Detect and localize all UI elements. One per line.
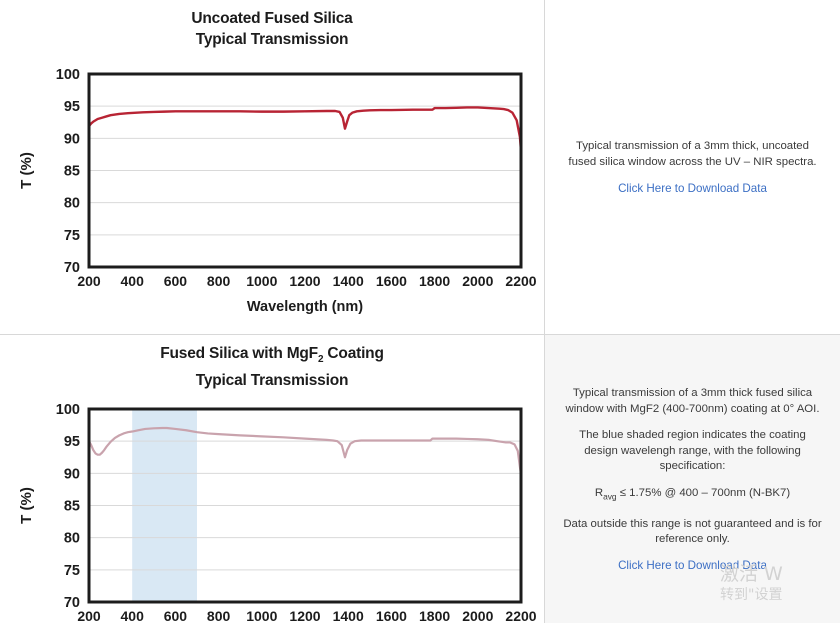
x-tick-label: 2000 — [462, 273, 493, 289]
x-tick-label: 1400 — [333, 273, 364, 289]
y-tick-label: 90 — [64, 466, 80, 482]
coated-title-line1: Fused Silica with MgF2 Coating — [0, 343, 544, 370]
y-axis-title: T (%) — [18, 487, 35, 524]
uncoated-download-data-link[interactable]: Click Here to Download Data — [618, 182, 767, 195]
plot-border — [87, 407, 523, 604]
x-tick-label: 400 — [121, 273, 145, 289]
x-tick-label: 200 — [77, 608, 101, 624]
coated-download-data-link[interactable]: Click Here to Download Data — [618, 558, 767, 572]
y-tick-label: 70 — [64, 260, 80, 276]
x-tick-label: 1200 — [289, 273, 320, 289]
x-tick-label: 800 — [207, 273, 231, 289]
x-tick-label: 1400 — [333, 608, 364, 624]
coated-chart-title: Fused Silica with MgF2 Coating Typical T… — [0, 335, 544, 391]
x-tick-label: 1200 — [289, 608, 320, 624]
y-tick-label: 80 — [64, 531, 80, 547]
y-tick-label: 90 — [64, 131, 80, 147]
x-axis-title: Wavelength (nm) — [247, 299, 363, 315]
series-line — [87, 426, 523, 476]
spec-symbol: R — [594, 486, 604, 499]
plot-border — [87, 72, 523, 269]
uncoated-title-line1: Uncoated Fused Silica — [191, 10, 353, 27]
uncoated-title-line2: Typical Transmission — [195, 31, 349, 48]
x-tick-label: 2000 — [462, 608, 493, 624]
x-tick-label: 600 — [164, 273, 188, 289]
y-tick-label: 95 — [64, 434, 80, 450]
coated-description-text: Typical transmission of a 3mm thick fuse… — [565, 387, 820, 415]
coated-title-line1-tail: Coating — [323, 345, 384, 362]
uncoated-chart-cell: Uncoated Fused Silica Typical Transmissi… — [0, 0, 545, 334]
uncoated-chart-title: Uncoated Fused Silica Typical Transmissi… — [0, 0, 544, 50]
coated-plot-wrap: 70 75 80 85 90 95 100 200 400 600 800 1000 1200 1400 1… — [0, 335, 545, 624]
y-tick-label: 85 — [64, 164, 80, 180]
x-tick-label: 1800 — [419, 273, 450, 289]
x-tick-label: 1000 — [246, 273, 277, 289]
y-tick-label: 80 — [64, 196, 80, 212]
x-tick-label: 200 — [77, 273, 101, 289]
coated-transmission-plot: 70 75 80 85 90 95 100 200 400 600 800 1000 1200 1400 1… — [18, 402, 537, 624]
coated-shaded-region-note: The blue shaded region indicates the coa… — [579, 429, 806, 473]
x-tick-label: 1800 — [419, 608, 450, 624]
coated-disclaimer-text: Data outside this range is not guarantee… — [563, 517, 822, 546]
x-tick-label: 1600 — [376, 273, 407, 289]
x-tick-label: 800 — [207, 608, 231, 624]
uncoated-plot-wrap: 70 75 80 85 90 95 100 200 400 600 800 1000 1200 1400 1… — [0, 0, 545, 334]
y-axis-title: T (%) — [18, 152, 35, 189]
coated-reflectance-spec: Ravg ≤ 1.75% @ 400 – 700nm (N-BK7) — [595, 486, 790, 505]
x-tick-label: 2200 — [505, 273, 536, 289]
coated-chart-cell: Fused Silica with MgF2 Coating Typical T… — [0, 335, 545, 624]
series-line — [87, 106, 523, 153]
uncoated-transmission-plot: 70 75 80 85 90 95 100 200 400 600 800 1000 1200 1400 1… — [18, 67, 537, 315]
coated-panel-row: Fused Silica with MgF2 Coating Typical T… — [0, 335, 840, 624]
x-tick-label: 1600 — [376, 608, 407, 624]
y-tick-label: 100 — [56, 67, 80, 83]
x-tick-label: 2200 — [505, 608, 536, 624]
coated-description-cell: Typical transmission of a 3mm thick fuse… — [545, 335, 840, 623]
y-tick-label: 85 — [64, 499, 80, 515]
uncoated-panel-row: Uncoated Fused Silica Typical Transmissi… — [0, 0, 840, 335]
uncoated-description-text: Typical transmission of a 3mm thick, unc… — [568, 140, 817, 168]
coated-title-line2: Typical Transmission — [195, 372, 349, 390]
x-tick-label: 400 — [121, 608, 145, 624]
coated-title-subscript: 2 — [317, 354, 324, 366]
y-tick-label: 75 — [64, 563, 80, 579]
y-tick-label: 75 — [64, 228, 80, 244]
x-tick-label: 600 — [164, 608, 188, 624]
coated-title-line1-main: Fused Silica with MgF — [160, 345, 318, 362]
spec-value: ≤ 1.75% @ 400 – 700nm (N-BK7) — [616, 486, 791, 499]
y-tick-label: 70 — [64, 595, 80, 611]
y-tick-label: 95 — [64, 99, 80, 115]
y-tick-label: 100 — [56, 402, 80, 418]
uncoated-description-cell: Typical transmission of a 3mm thick, unc… — [545, 0, 840, 334]
x-tick-label: 1000 — [246, 608, 277, 624]
spec-subscript: avg — [603, 491, 617, 502]
